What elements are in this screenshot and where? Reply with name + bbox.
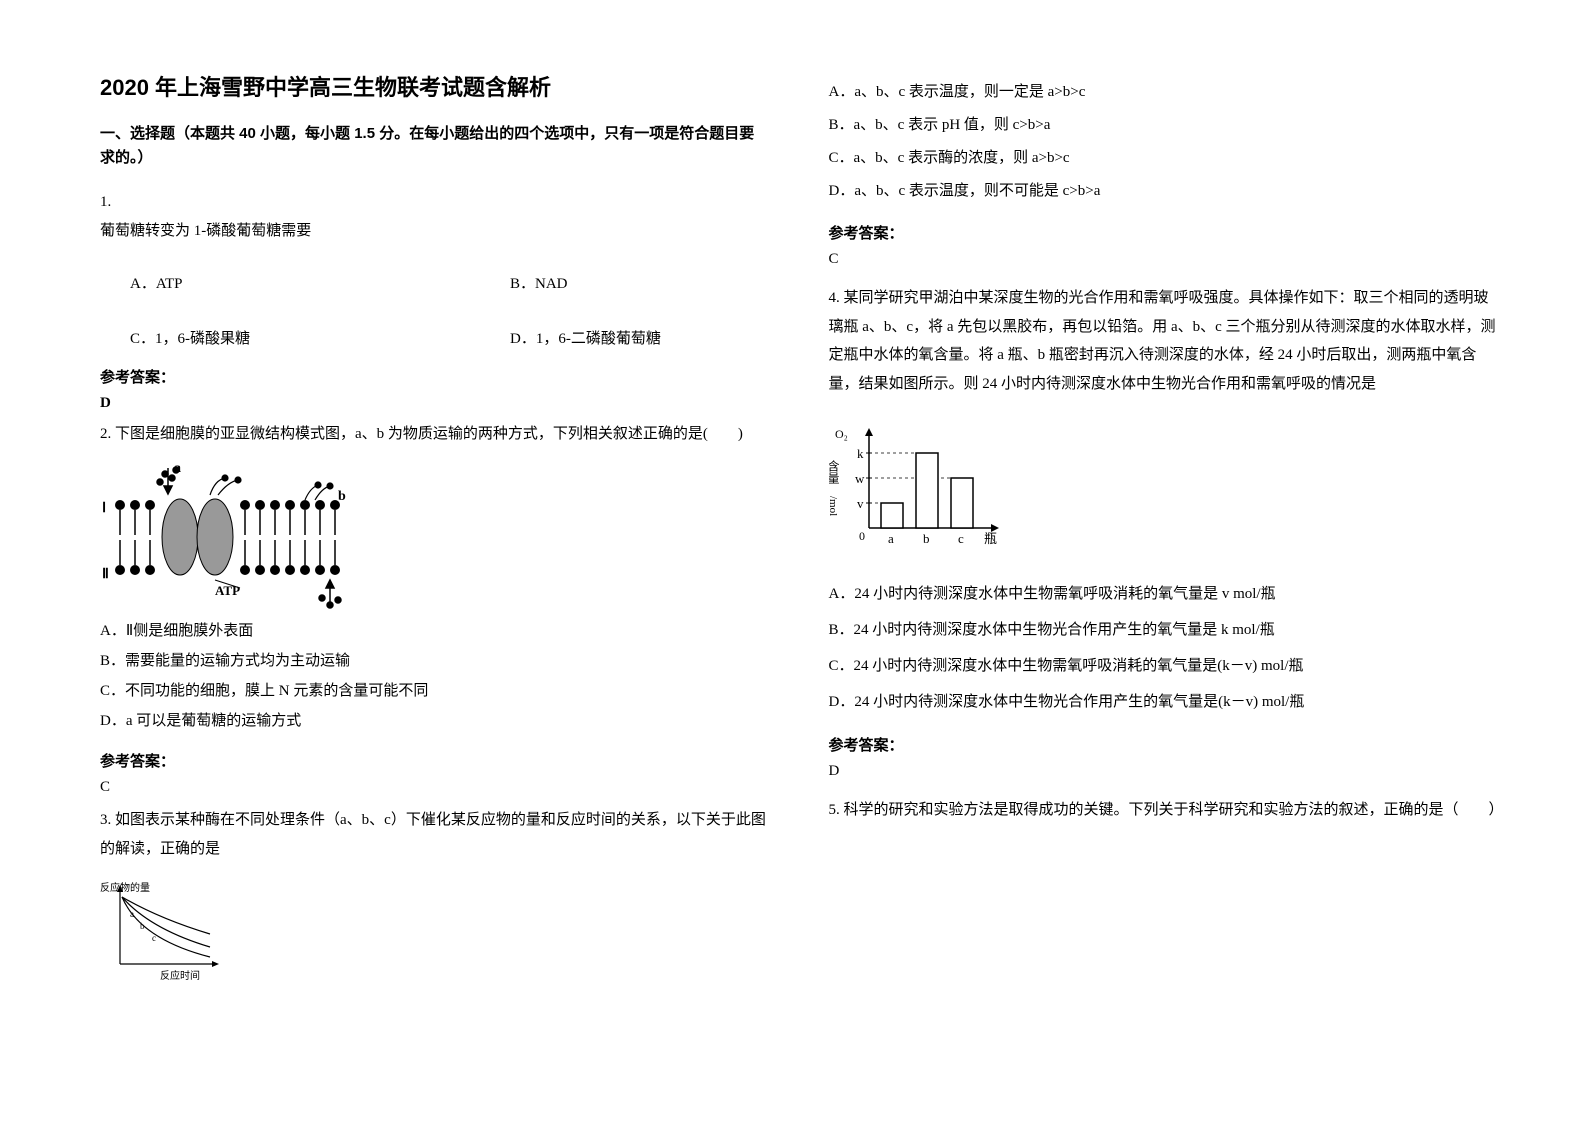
bar-b	[916, 453, 938, 528]
q5-text: 5. 科学的研究和实验方法是取得成功的关键。下列关于科学研究和实验方法的叙述，正…	[829, 796, 1498, 825]
q1-option-a: A．ATP	[130, 272, 510, 293]
graph-ylabel: 反应物的量	[100, 881, 150, 894]
q1-options-row1: A．ATP B．NAD	[130, 272, 769, 293]
membrane-label-a: a	[174, 461, 181, 476]
q3-answer-label: 参考答案：	[829, 222, 1498, 243]
svg-text:b: b	[140, 921, 145, 931]
svg-text:c: c	[152, 933, 156, 943]
q3-option-d: D．a、b、c 表示温度，则不可能是 c>b>a	[829, 175, 1498, 208]
bars-xlabel: 瓶	[984, 531, 997, 546]
q4-option-c: C．24 小时内待测深度水体中生物需氧呼吸消耗的氧气量是(k－v) mol/瓶	[829, 648, 1498, 684]
bars-ytick-w: w	[855, 471, 865, 486]
q2-option-a: A．Ⅱ侧是细胞膜外表面	[100, 616, 769, 646]
q4-option-a: A．24 小时内待测深度水体中生物需氧呼吸消耗的氧气量是 v mol/瓶	[829, 576, 1498, 612]
membrane-label-b: b	[338, 489, 346, 504]
right-column: A．a、b、c 表示温度，则一定是 a>b>c B．a、b、c 表示 pH 值，…	[829, 70, 1498, 993]
svg-text:0: 0	[859, 529, 865, 543]
bars-xtick-b: b	[923, 531, 930, 546]
bars-ylabel-top: O₂	[835, 427, 848, 441]
graph-xlabel: 反应时间	[160, 969, 200, 982]
q2-option-d: D．a 可以是葡萄糖的运输方式	[100, 706, 769, 736]
q1-option-b: B．NAD	[510, 272, 568, 293]
bars-ylabel-unit: /mol	[829, 496, 839, 516]
q1-number: 1.	[100, 194, 769, 211]
q1-text: 葡萄糖转变为 1-磷酸葡萄糖需要	[100, 217, 769, 246]
q2-option-b: B．需要能量的运输方式均为主动运输	[100, 646, 769, 676]
bars-ytick-k: k	[857, 446, 864, 461]
membrane-label-atp: ATP	[215, 583, 240, 598]
bars-ytick-v: v	[857, 496, 864, 511]
q3-answer: C	[829, 251, 1498, 268]
svg-text:a: a	[130, 909, 134, 919]
q2-answer-label: 参考答案：	[100, 750, 769, 771]
membrane-label-I: Ⅰ	[102, 501, 106, 516]
reaction-graph: a b c 反应物的量 反应时间	[100, 879, 230, 989]
bar-a	[881, 503, 903, 528]
q3-text: 3. 如图表示某种酶在不同处理条件（a、b、c）下催化某反应物的量和反应时间的关…	[100, 806, 769, 863]
oxygen-bar-chart: k w v O₂ 含量 /mol 0 a b c 瓶	[829, 418, 1009, 558]
q1-option-c: C．1，6-磷酸果糖	[130, 327, 510, 348]
q3-option-a: A．a、b、c 表示温度，则一定是 a>b>c	[829, 76, 1498, 109]
q1-options-row2: C．1，6-磷酸果糖 D．1，6-二磷酸葡萄糖	[130, 327, 769, 348]
q1-option-d: D．1，6-二磷酸葡萄糖	[510, 327, 661, 348]
left-column: 2020 年上海雪野中学高三生物联考试题含解析 一、选择题（本题共 40 小题，…	[100, 70, 769, 993]
q4-option-d: D．24 小时内待测深度水体中生物光合作用产生的氧气量是(k－v) mol/瓶	[829, 684, 1498, 720]
q3-options: A．a、b、c 表示温度，则一定是 a>b>c B．a、b、c 表示 pH 值，…	[829, 76, 1498, 208]
membrane-label-II: Ⅱ	[102, 567, 109, 582]
q2-options: A．Ⅱ侧是细胞膜外表面 B．需要能量的运输方式均为主动运输 C．不同功能的细胞，…	[100, 616, 769, 736]
q1-answer-label: 参考答案：	[100, 366, 769, 387]
q2-text: 2. 下图是细胞膜的亚显微结构模式图，a、b 为物质运输的两种方式，下列相关叙述…	[100, 420, 769, 449]
q2-answer: C	[100, 779, 769, 796]
q4-option-b: B．24 小时内待测深度水体中生物光合作用产生的氧气量是 k mol/瓶	[829, 612, 1498, 648]
exam-title: 2020 年上海雪野中学高三生物联考试题含解析	[100, 70, 769, 102]
q4-answer-label: 参考答案：	[829, 734, 1498, 755]
q2-option-c: C．不同功能的细胞，膜上 N 元素的含量可能不同	[100, 676, 769, 706]
section-1-heading: 一、选择题（本题共 40 小题，每小题 1.5 分。在每小题给出的四个选项中，只…	[100, 122, 769, 170]
bars-ylabel-mid: 含量	[829, 459, 840, 484]
bars-xtick-a: a	[888, 531, 894, 546]
q1-answer: D	[100, 395, 769, 412]
bars-xtick-c: c	[958, 531, 964, 546]
q3-option-b: B．a、b、c 表示 pH 值，则 c>b>a	[829, 109, 1498, 142]
q4-text: 4. 某同学研究甲湖泊中某深度生物的光合作用和需氧呼吸强度。具体操作如下：取三个…	[829, 284, 1498, 398]
membrane-diagram: a b Ⅰ Ⅱ ATP	[100, 460, 350, 610]
q4-answer: D	[829, 763, 1498, 780]
bar-c	[951, 478, 973, 528]
q4-options: A．24 小时内待测深度水体中生物需氧呼吸消耗的氧气量是 v mol/瓶 B．2…	[829, 576, 1498, 720]
q3-option-c: C．a、b、c 表示酶的浓度，则 a>b>c	[829, 142, 1498, 175]
